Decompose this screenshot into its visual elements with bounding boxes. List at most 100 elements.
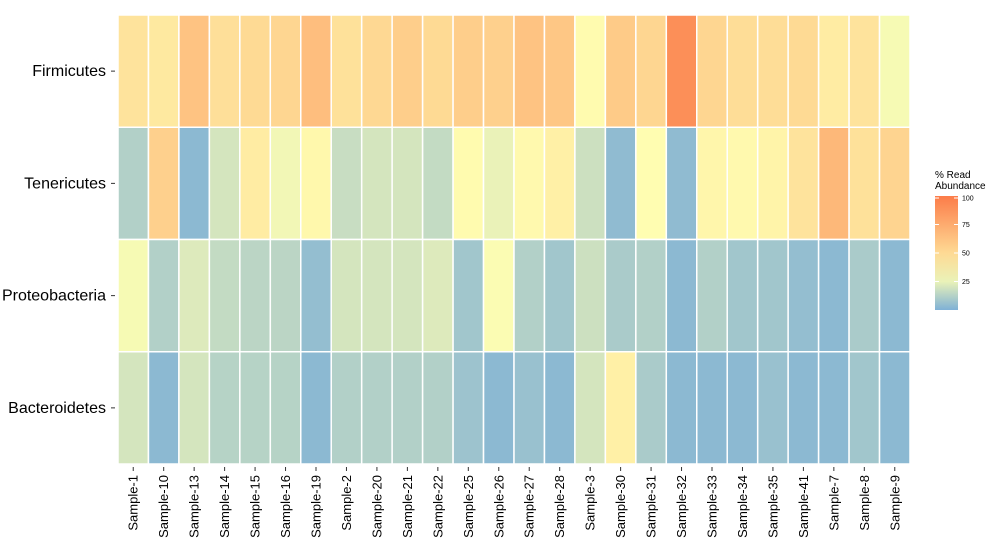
heatmap-cell xyxy=(848,126,881,241)
heatmap-cell xyxy=(239,238,272,353)
heatmap-cell xyxy=(452,126,485,241)
x-tick-label: Sample-9 xyxy=(887,475,902,531)
heatmap-cell xyxy=(300,126,332,241)
heatmap-cell xyxy=(635,238,668,353)
heatmap-cell xyxy=(696,238,728,353)
x-tick-label: Sample-33 xyxy=(705,475,720,538)
x-tick-label: Sample-26 xyxy=(491,475,506,538)
heatmap-cell xyxy=(269,351,302,465)
heatmap-cell xyxy=(817,126,850,241)
heatmap-cell xyxy=(147,238,180,353)
heatmap-cell xyxy=(787,238,820,353)
legend-tick-label: 75 xyxy=(962,222,970,229)
heatmap-cell xyxy=(421,14,454,128)
heatmap-cell xyxy=(482,238,515,353)
x-tick-label: Sample-27 xyxy=(522,475,537,538)
heatmap-cell xyxy=(360,14,393,128)
heatmap-cell xyxy=(208,126,241,241)
y-tick-label: Tenericutes xyxy=(24,175,106,192)
heatmap-cell xyxy=(300,238,332,353)
heatmap-cell xyxy=(178,126,211,241)
x-tick-label: Sample-34 xyxy=(735,475,750,538)
heatmap-cell xyxy=(208,238,241,353)
x-tick-label: Sample-19 xyxy=(309,475,324,538)
heatmap-cell xyxy=(817,14,850,128)
heatmap-cell xyxy=(665,14,698,128)
heatmap-cell xyxy=(239,14,272,128)
heatmap-cell xyxy=(421,126,454,241)
heatmap-cell xyxy=(756,14,789,128)
heatmap-cell xyxy=(452,351,485,465)
heatmap-cell xyxy=(574,14,607,128)
heatmap-cell xyxy=(696,126,728,241)
heatmap-cell xyxy=(208,351,241,465)
x-tick-label: Sample-2 xyxy=(339,475,354,531)
heatmap-cell xyxy=(787,351,820,465)
heatmap-cell xyxy=(543,14,576,128)
heatmap-cell xyxy=(848,351,881,465)
heatmap-cell xyxy=(848,14,881,128)
heatmap-cell xyxy=(391,126,424,241)
heatmap-cell xyxy=(635,126,668,241)
x-tick-label: Sample-30 xyxy=(613,475,628,538)
heatmap-cell xyxy=(635,14,668,128)
heatmap-cell xyxy=(696,351,728,465)
heatmap-cell xyxy=(208,14,241,128)
y-tick-label: Proteobacteria xyxy=(2,288,106,305)
x-tick-label: Sample-16 xyxy=(278,475,293,538)
x-tick-label: Sample-28 xyxy=(552,475,567,538)
heatmap-cell xyxy=(482,351,515,465)
legend-tick-label: 100 xyxy=(962,196,974,203)
x-tick-label: Sample-14 xyxy=(217,475,232,538)
heatmap-cell xyxy=(513,14,546,128)
x-tick-label: Sample-8 xyxy=(857,475,872,531)
heatmap-cell xyxy=(421,351,454,465)
heatmap-cell xyxy=(878,238,911,353)
x-tick-label: Sample-25 xyxy=(461,475,476,538)
heatmap-cell xyxy=(452,238,485,353)
heatmap-cell xyxy=(878,126,911,241)
heatmap-cell xyxy=(726,351,759,465)
heatmap-cell xyxy=(391,238,424,353)
heatmap-cell xyxy=(147,14,180,128)
heatmap-cell xyxy=(391,14,424,128)
heatmap-cell xyxy=(391,351,424,465)
heatmap-cell xyxy=(178,14,211,128)
x-tick-label: Sample-31 xyxy=(644,475,659,538)
heatmap-cell xyxy=(543,126,576,241)
heatmap-cell xyxy=(452,14,485,128)
y-axis-labels: Firmicutes Tenericutes Proteobacteria Bacte… xyxy=(2,63,115,417)
heatmap-cell xyxy=(787,126,820,241)
heatmap-cell xyxy=(696,14,728,128)
y-tick-label: Firmicutes xyxy=(32,63,106,80)
heatmap-cell xyxy=(117,238,150,353)
heatmap-cell xyxy=(178,238,211,353)
legend-colorbar xyxy=(935,196,958,310)
heatmap-cell xyxy=(147,126,180,241)
heatmap-cell xyxy=(756,126,789,241)
heatmap-cell xyxy=(604,351,637,465)
heatmap-cell xyxy=(513,351,546,465)
heatmap-cell xyxy=(756,351,789,465)
heatmap-cell xyxy=(604,14,637,128)
heatmap-cell xyxy=(300,14,332,128)
heatmap-cell xyxy=(574,126,607,241)
heatmap-cell xyxy=(330,126,363,241)
heatmap-cell xyxy=(726,238,759,353)
x-tick-label: Sample-35 xyxy=(765,475,780,538)
heatmap-cell xyxy=(147,351,180,465)
heatmap-cell xyxy=(574,238,607,353)
heatmap-cell xyxy=(360,126,393,241)
heatmap-cell xyxy=(635,351,668,465)
heatmap-cell xyxy=(421,238,454,353)
x-tick-label: Sample-20 xyxy=(369,475,384,538)
y-tick-label: Bacteroidetes xyxy=(8,400,106,417)
heatmap-cell xyxy=(574,351,607,465)
heatmap-cell xyxy=(330,351,363,465)
heatmap-cell xyxy=(604,126,637,241)
legend-title-line-2: Abundance xyxy=(935,181,986,192)
x-tick-label: Sample-7 xyxy=(826,475,841,531)
legend-tick-label: 25 xyxy=(962,279,970,286)
heatmap-cell xyxy=(482,126,515,241)
